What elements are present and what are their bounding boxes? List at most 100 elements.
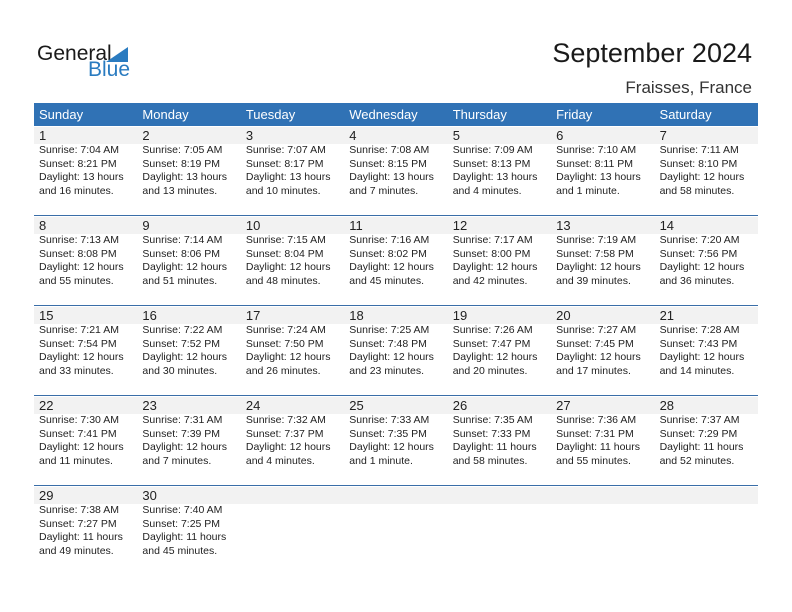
- sunrise: Sunrise: 7:20 AM: [659, 234, 740, 246]
- daylight: Daylight: 12 hours: [142, 351, 228, 363]
- daylight: Daylight: 11 hours: [452, 441, 537, 453]
- day-cell: 9 Sunrise: 7:14 AM Sunset: 8:06 PM Daylight…: [137, 217, 240, 288]
- daylight-minutes: and 4 minutes.: [452, 184, 522, 197]
- daylight-minutes: and 23 minutes.: [349, 364, 424, 377]
- sunset: Sunset: 7:45 PM: [556, 337, 634, 350]
- weekday-thursday: Thursday: [452, 107, 507, 122]
- daylight-minutes: and 51 minutes.: [142, 274, 218, 287]
- day-cell: 13 Sunrise: 7:19 AM Sunset: 7:58 PM Dayligh…: [551, 217, 654, 288]
- week-row: 15 Sunrise: 7:21 AM Sunset: 7:54 PM Dayligh…: [34, 306, 758, 396]
- day-cell: 18 Sunrise: 7:25 AM Sunset: 7:48 PM Dayligh…: [344, 307, 447, 378]
- day-cell: 28 Sunrise: 7:37 AM Sunset: 7:29 PM Dayligh…: [655, 397, 758, 468]
- sunset: Sunset: 7:33 PM: [452, 427, 531, 440]
- day-number: 26: [452, 398, 468, 413]
- daylight: Daylight: 12 hours: [659, 351, 745, 363]
- sunset: Sunset: 7:41 PM: [39, 427, 117, 440]
- weekday-wednesday: Wednesday: [349, 107, 418, 122]
- sunrise: Sunrise: 7:30 AM: [39, 414, 119, 426]
- day-cell: 23 Sunrise: 7:31 AM Sunset: 7:39 PM Dayligh…: [137, 397, 240, 468]
- day-cell: 12 Sunrise: 7:17 AM Sunset: 8:00 PM Dayligh…: [448, 217, 551, 288]
- day-number: 16: [142, 308, 157, 323]
- daylight-minutes: and 14 minutes.: [659, 364, 735, 377]
- day-cell: 1 Sunrise: 7:04 AM Sunset: 8:21 PM Daylight…: [34, 127, 137, 198]
- sunrise: Sunrise: 7:26 AM: [452, 324, 533, 336]
- sunset: Sunset: 7:50 PM: [245, 337, 324, 350]
- daylight: Daylight: 11 hours: [659, 441, 744, 453]
- sunrise: Sunrise: 7:33 AM: [349, 414, 430, 426]
- day-number: 11: [349, 218, 363, 233]
- daylight: Daylight: 12 hours: [349, 351, 434, 363]
- day-number: 3: [245, 128, 254, 143]
- sunrise: Sunrise: 7:15 AM: [245, 234, 326, 246]
- day-cell: 21 Sunrise: 7:28 AM Sunset: 7:43 PM Dayligh…: [655, 307, 758, 378]
- day-cell: 6 Sunrise: 7:10 AM Sunset: 8:11 PM Daylight…: [551, 127, 654, 198]
- day-cell: 30 Sunrise: 7:40 AM Sunset: 7:25 PM Dayligh…: [137, 487, 240, 558]
- weekday-sunday: Sunday: [39, 107, 84, 122]
- day-number: 6: [556, 128, 564, 143]
- sunset: Sunset: 8:00 PM: [452, 247, 531, 260]
- logo-blue: Blue: [88, 58, 131, 81]
- daylight-minutes: and 55 minutes.: [39, 274, 114, 287]
- day-number: 1: [39, 128, 47, 143]
- daylight-minutes: and 30 minutes.: [142, 364, 218, 377]
- sunrise: Sunrise: 7:31 AM: [142, 414, 223, 426]
- sunrise: Sunrise: 7:40 AM: [142, 504, 223, 516]
- day-cell: 10 Sunrise: 7:15 AM Sunset: 8:04 PM Dayligh…: [241, 217, 344, 288]
- daylight-minutes: and 39 minutes.: [556, 274, 631, 287]
- daylight-minutes: and 13 minutes.: [142, 184, 218, 197]
- daylight-minutes: and 52 minutes.: [659, 454, 735, 467]
- daylight: Daylight: 12 hours: [142, 441, 228, 453]
- day-number: 14: [659, 218, 675, 233]
- sunrise: Sunrise: 7:09 AM: [452, 144, 533, 156]
- day-number: 27: [556, 398, 571, 413]
- sunrise: Sunrise: 7:17 AM: [452, 234, 533, 246]
- day-number: 9: [142, 218, 150, 233]
- weekday-monday: Monday: [142, 107, 189, 122]
- sunset: Sunset: 8:13 PM: [452, 157, 531, 170]
- daylight-minutes: and 58 minutes.: [659, 184, 735, 197]
- sunrise: Sunrise: 7:25 AM: [349, 324, 430, 336]
- daylight-minutes: and 10 minutes.: [245, 184, 321, 197]
- day-cell: 25 Sunrise: 7:33 AM Sunset: 7:35 PM Dayligh…: [344, 397, 447, 468]
- daylight-minutes: and 45 minutes.: [142, 544, 218, 557]
- weekday-saturday: Saturday: [659, 107, 712, 122]
- sunrise: Sunrise: 7:19 AM: [556, 234, 637, 246]
- sunset: Sunset: 7:39 PM: [142, 427, 221, 440]
- sunrise: Sunrise: 7:13 AM: [39, 234, 119, 246]
- daylight: Daylight: 12 hours: [39, 351, 124, 363]
- location: Fraisses, France: [625, 78, 752, 97]
- day-number: 19: [452, 308, 468, 323]
- day-number-band: [34, 127, 758, 144]
- day-cell: 7 Sunrise: 7:11 AM Sunset: 8:10 PM Daylight…: [655, 127, 758, 198]
- daylight: Daylight: 13 hours: [349, 171, 434, 183]
- day-number: 5: [452, 128, 460, 143]
- sunset: Sunset: 7:56 PM: [659, 247, 738, 260]
- day-cell: 4 Sunrise: 7:08 AM Sunset: 8:15 PM Daylight…: [344, 127, 447, 198]
- daylight-minutes: and 45 minutes.: [349, 274, 424, 287]
- day-cell: 2 Sunrise: 7:05 AM Sunset: 8:19 PM Daylight…: [137, 127, 240, 198]
- day-number: 10: [245, 218, 261, 233]
- day-number: 23: [142, 398, 157, 413]
- week-row: 22 Sunrise: 7:30 AM Sunset: 7:41 PM Dayligh…: [34, 396, 758, 486]
- sunset: Sunset: 8:21 PM: [39, 157, 117, 170]
- sunset: Sunset: 8:04 PM: [245, 247, 324, 260]
- day-number: 29: [39, 488, 54, 503]
- sunset: Sunset: 8:17 PM: [245, 157, 324, 170]
- day-cell: 14 Sunrise: 7:20 AM Sunset: 7:56 PM Dayligh…: [655, 217, 758, 288]
- sunrise: Sunrise: 7:04 AM: [39, 144, 119, 156]
- sunrise: Sunrise: 7:28 AM: [659, 324, 740, 336]
- day-cell: 8 Sunrise: 7:13 AM Sunset: 8:08 PM Daylight…: [34, 217, 137, 288]
- weekday-header: Sunday Monday Tuesday Wednesday Thursday…: [34, 103, 758, 126]
- day-number: 24: [245, 398, 261, 413]
- day-cell: 3 Sunrise: 7:07 AM Sunset: 8:17 PM Daylight…: [241, 127, 344, 198]
- day-cell: 20 Sunrise: 7:27 AM Sunset: 7:45 PM Dayligh…: [551, 307, 654, 378]
- sunrise: Sunrise: 7:36 AM: [556, 414, 637, 426]
- sunset: Sunset: 7:29 PM: [659, 427, 738, 440]
- day-cell: 11 Sunrise: 7:16 AM Sunset: 8:02 PM Dayligh…: [344, 217, 447, 288]
- sunrise: Sunrise: 7:32 AM: [245, 414, 326, 426]
- sunrise: Sunrise: 7:24 AM: [245, 324, 326, 336]
- sunset: Sunset: 7:48 PM: [349, 337, 427, 350]
- day-cell: 17 Sunrise: 7:24 AM Sunset: 7:50 PM Dayligh…: [241, 307, 344, 378]
- day-number-band: [34, 307, 758, 324]
